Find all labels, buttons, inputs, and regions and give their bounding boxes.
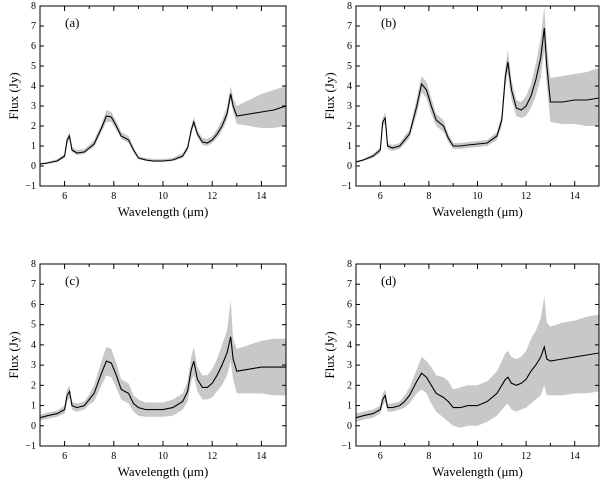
y-tick-label: −1 — [341, 181, 352, 192]
x-tick-label: 6 — [378, 451, 383, 462]
x-tick-label: 8 — [426, 451, 431, 462]
y-tick-label: 1 — [31, 141, 36, 152]
uncertainty-band — [356, 296, 599, 428]
y-tick-label: 4 — [347, 340, 352, 351]
y-tick-label: 5 — [31, 320, 36, 331]
y-tick-label: 8 — [31, 259, 36, 270]
x-axis-label: Wavelength (μm) — [432, 464, 523, 479]
y-axis-label: Flux (Jy) — [322, 72, 337, 119]
y-tick-label: 3 — [31, 101, 36, 112]
mean-spectrum-line — [40, 336, 286, 419]
uncertainty-band — [40, 86, 286, 165]
y-tick-label: 0 — [347, 421, 352, 432]
y-tick-label: 0 — [31, 161, 36, 172]
y-tick-label: 6 — [347, 299, 352, 310]
x-axis-label: Wavelength (μm) — [118, 464, 209, 479]
mean-spectrum-line — [356, 27, 599, 163]
y-tick-label: 8 — [31, 1, 36, 12]
y-tick-label: 1 — [347, 401, 352, 412]
x-tick-label: 14 — [256, 191, 266, 202]
panel-label: (d) — [381, 273, 396, 288]
panel-label: (b) — [381, 15, 396, 30]
x-axis-label: Wavelength (μm) — [118, 204, 209, 219]
uncertainty-band — [40, 300, 286, 421]
x-tick-label: 10 — [158, 191, 168, 202]
panel-label: (c) — [65, 273, 79, 288]
y-tick-label: 5 — [31, 61, 36, 72]
y-axis-label: Flux (Jy) — [6, 331, 21, 378]
y-tick-label: 6 — [31, 299, 36, 310]
y-tick-label: 2 — [31, 380, 36, 391]
y-tick-label: 3 — [31, 360, 36, 371]
y-tick-label: 3 — [347, 360, 352, 371]
x-tick-label: 12 — [207, 451, 217, 462]
mean-spectrum-line — [356, 344, 599, 419]
y-tick-label: 0 — [31, 421, 36, 432]
x-tick-label: 10 — [473, 191, 483, 202]
y-tick-label: 5 — [347, 320, 352, 331]
x-tick-label: 8 — [426, 191, 431, 202]
x-tick-label: 8 — [111, 451, 116, 462]
y-tick-label: 4 — [31, 340, 36, 351]
y-tick-label: 7 — [347, 21, 352, 32]
y-tick-label: 4 — [347, 81, 352, 92]
x-tick-label: 14 — [570, 191, 580, 202]
y-tick-label: 1 — [347, 141, 352, 152]
y-tick-label: 4 — [31, 81, 36, 92]
y-tick-label: 6 — [347, 41, 352, 52]
mean-spectrum-line — [40, 93, 286, 165]
x-tick-label: 10 — [473, 451, 483, 462]
y-tick-label: 8 — [347, 259, 352, 270]
y-tick-label: 3 — [347, 101, 352, 112]
y-tick-label: 2 — [347, 380, 352, 391]
x-tick-label: 12 — [521, 451, 531, 462]
y-tick-label: −1 — [341, 441, 352, 452]
y-tick-label: 1 — [31, 401, 36, 412]
y-tick-label: −1 — [25, 181, 36, 192]
x-tick-label: 12 — [207, 191, 217, 202]
y-tick-label: 7 — [347, 279, 352, 290]
x-axis-label: Wavelength (μm) — [432, 204, 523, 219]
y-axis-label: Flux (Jy) — [322, 331, 337, 378]
y-axis-label: Flux (Jy) — [6, 72, 21, 119]
y-tick-label: 2 — [31, 121, 36, 132]
y-tick-label: 0 — [347, 161, 352, 172]
panel-label: (a) — [65, 15, 79, 30]
x-tick-label: 6 — [62, 191, 67, 202]
x-tick-label: 12 — [521, 191, 531, 202]
y-tick-label: 8 — [347, 1, 352, 12]
x-tick-label: 14 — [570, 451, 580, 462]
y-tick-label: 7 — [31, 21, 36, 32]
y-tick-label: 5 — [347, 61, 352, 72]
y-tick-label: 7 — [31, 279, 36, 290]
y-tick-label: 6 — [31, 41, 36, 52]
x-tick-label: 14 — [256, 451, 266, 462]
y-tick-label: 2 — [347, 121, 352, 132]
x-tick-label: 8 — [111, 191, 116, 202]
y-tick-label: −1 — [25, 441, 36, 452]
x-tick-label: 6 — [62, 451, 67, 462]
x-tick-label: 10 — [158, 451, 168, 462]
x-tick-label: 6 — [378, 191, 383, 202]
